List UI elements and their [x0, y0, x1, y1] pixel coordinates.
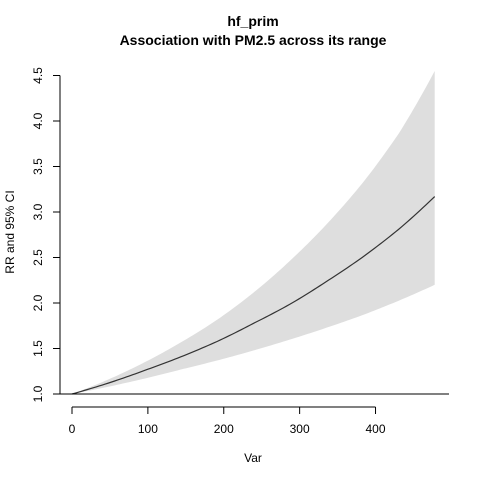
y-tick-label: 2.0	[31, 294, 45, 311]
x-tick-label: 300	[290, 422, 310, 436]
y-tick-label: 3.5	[31, 158, 45, 175]
ci-band-layer	[72, 70, 435, 394]
x-tick-label: 0	[69, 422, 76, 436]
chart-subtitle: Association with PM2.5 across its range	[120, 32, 387, 48]
ci-band	[72, 70, 435, 394]
y-axis-label: RR and 95% CI	[3, 190, 17, 273]
y-tick-label: 4.5	[31, 67, 45, 84]
y-tick-label: 2.5	[31, 249, 45, 266]
estimate-line-layer	[71, 196, 436, 395]
y-tick-label: 1.0	[31, 385, 45, 402]
estimate-line	[71, 196, 436, 395]
y-tick-label: 3.0	[31, 203, 45, 220]
x-tick-label: 200	[214, 422, 234, 436]
x-tick-label: 400	[366, 422, 386, 436]
x-tick-label: 100	[138, 422, 158, 436]
chart-title: hf_prim	[227, 13, 278, 29]
y-tick-label: 4.0	[31, 112, 45, 129]
axes-layer: 1.0 1.5 2.0 2.5 3.0 3.5 4.0 4.5 0 100 200 300 400	[31, 67, 449, 436]
y-tick-label: 1.5	[31, 340, 45, 357]
x-axis-label: Var	[244, 451, 262, 465]
